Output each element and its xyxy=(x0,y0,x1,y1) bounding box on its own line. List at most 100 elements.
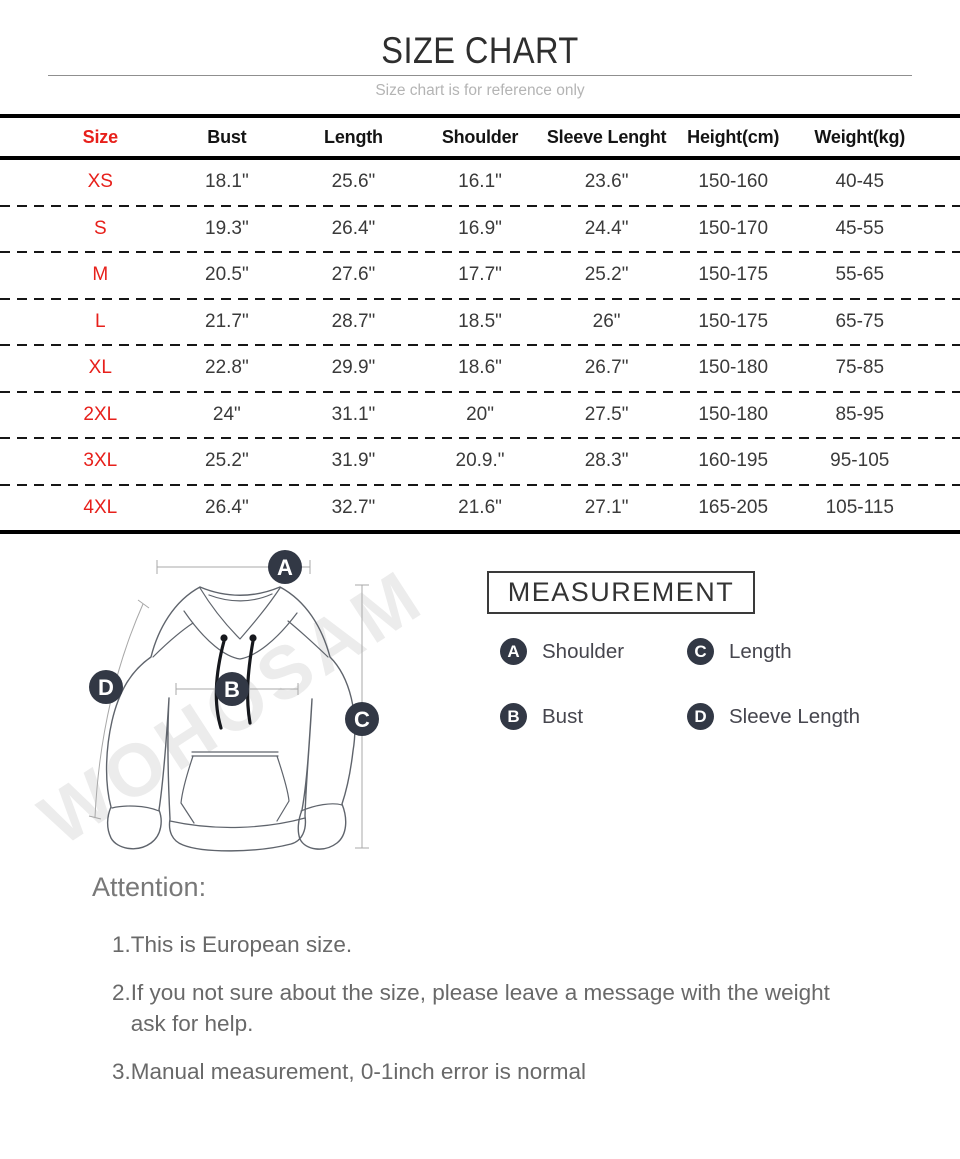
cell-sleeve: 23.6" xyxy=(584,171,629,193)
cell-size: 3XL xyxy=(83,450,118,472)
legend-label-bust: Bust xyxy=(542,704,584,728)
measurement-title-box: MEASUREMENT xyxy=(487,571,755,614)
legend-marker-b: B xyxy=(500,703,527,730)
cell-length: 32.7" xyxy=(331,496,376,518)
page-title: SIZE CHART xyxy=(381,30,579,71)
cell-size: L xyxy=(95,310,106,332)
legend-marker-d: D xyxy=(687,703,714,730)
measurement-lines xyxy=(88,560,369,849)
header-height: Height(cm) xyxy=(687,126,780,147)
table-header-row: Size Bust Length Shoulder Sleeve Lenght … xyxy=(0,118,960,156)
row-separator xyxy=(0,297,960,300)
cell-shoulder: 20" xyxy=(466,403,494,425)
row-separator xyxy=(0,390,960,393)
attention-item-number: 3. xyxy=(112,1059,131,1084)
table-row-xs: XS 18.1" 25.6" 16.1" 23.6" 150-160 40-45 xyxy=(0,160,960,205)
legend-label-shoulder: Shoulder xyxy=(542,639,625,663)
attention-item-1: 1. This is European size. xyxy=(92,929,892,960)
cell-height: 150-180 xyxy=(698,357,769,379)
cell-size: M xyxy=(92,264,109,286)
table-row-m: M 20.5" 27.6" 17.7" 25.2" 150-175 55-65 xyxy=(0,253,960,298)
cell-length: 26.4" xyxy=(331,217,376,239)
header-size: Size xyxy=(82,126,118,147)
cell-height: 160-195 xyxy=(698,450,769,472)
legend-item-length: C Length xyxy=(687,638,792,665)
cell-size: S xyxy=(93,217,107,239)
row-separator xyxy=(0,483,960,486)
cell-weight: 95-105 xyxy=(830,450,890,472)
table-header-bottom-bar xyxy=(0,156,960,160)
cell-height: 150-180 xyxy=(698,403,769,425)
cell-length: 31.1" xyxy=(331,403,376,425)
marker-d-circle xyxy=(89,670,123,704)
diagram-section: WOHOSAM xyxy=(0,535,960,868)
cell-shoulder: 18.5" xyxy=(458,310,502,332)
cell-size: 2XL xyxy=(83,403,118,425)
cell-weight: 40-45 xyxy=(835,171,885,193)
cell-sleeve: 26" xyxy=(592,310,621,332)
cell-length: 27.6" xyxy=(331,264,376,286)
table-row-2xl: 2XL 24" 31.1" 20" 27.5" 150-180 85-95 xyxy=(0,393,960,438)
cell-shoulder: 18.6" xyxy=(458,357,502,379)
cell-height: 150-170 xyxy=(698,217,769,239)
cell-height: 150-160 xyxy=(698,171,769,193)
title-block: SIZE CHART Size chart is for reference o… xyxy=(0,0,960,114)
legend-marker-c: C xyxy=(687,638,714,665)
table-row-l: L 21.7" 28.7" 18.5" 26" 150-175 65-75 xyxy=(0,300,960,345)
marker-b-letter: B xyxy=(224,677,240,702)
marker-d-letter: D xyxy=(98,675,114,700)
attention-item-number: 2. xyxy=(112,980,131,1005)
legend-label-length: Length xyxy=(729,639,792,663)
cell-size: 4XL xyxy=(83,496,118,518)
table-bottom-bar xyxy=(0,530,960,534)
cell-height: 165-205 xyxy=(698,496,769,518)
table-row-s: S 19.3" 26.4" 16.9" 24.4" 150-170 45-55 xyxy=(0,207,960,252)
cell-sleeve: 27.1" xyxy=(584,496,629,518)
attention-item-text: If you not sure about the size, please l… xyxy=(130,980,830,1036)
marker-a-circle xyxy=(268,550,302,584)
cell-weight: 45-55 xyxy=(835,217,885,239)
cell-bust: 26.4" xyxy=(205,496,249,518)
cell-sleeve: 28.3" xyxy=(584,450,629,472)
marker-c-circle xyxy=(345,702,379,736)
diagram-markers: A B C D xyxy=(89,550,379,736)
cell-length: 25.6" xyxy=(331,171,376,193)
row-separator xyxy=(0,344,960,346)
hoodie-details xyxy=(111,587,343,829)
header-sleeve: Sleeve Lenght xyxy=(546,126,667,147)
legend-item-shoulder: A Shoulder xyxy=(500,638,624,665)
cell-shoulder: 20.9." xyxy=(455,450,505,472)
cell-bust: 24" xyxy=(212,403,241,425)
cell-length: 31.9" xyxy=(331,450,376,472)
attention-heading: Attention: xyxy=(92,872,207,902)
header-shoulder: Shoulder xyxy=(441,126,519,147)
cell-bust: 22.8" xyxy=(205,357,249,379)
cell-bust: 18.1" xyxy=(205,171,249,193)
legend-marker-a: A xyxy=(500,638,527,665)
hoodie-diagram: WOHOSAM xyxy=(25,550,438,861)
header-length: Length xyxy=(324,126,383,147)
legend-item-bust: B Bust xyxy=(500,703,583,730)
cell-sleeve: 26.7" xyxy=(584,357,629,379)
cell-sleeve: 25.2" xyxy=(584,264,629,286)
row-separator xyxy=(0,204,960,207)
marker-b-circle xyxy=(215,672,249,706)
header-bust: Bust xyxy=(207,126,247,147)
header-weight: Weight(kg) xyxy=(814,126,906,147)
size-table: Size Bust Length Shoulder Sleeve Lenght … xyxy=(0,114,960,534)
cell-bust: 19.3" xyxy=(205,217,249,239)
page-subtitle: Size chart is for reference only xyxy=(375,82,585,99)
cell-length: 28.7" xyxy=(331,310,376,332)
cell-size: XL xyxy=(88,357,112,379)
table-row-xl: XL 22.8" 29.9" 18.6" 26.7" 150-180 75-85 xyxy=(0,346,960,391)
cell-bust: 25.2" xyxy=(205,450,249,472)
attention-item-text: This is European size. xyxy=(130,932,353,957)
cell-weight: 65-75 xyxy=(835,310,885,332)
measurement-title: MEASUREMENT xyxy=(507,577,735,607)
cell-shoulder: 16.1" xyxy=(458,171,502,193)
cell-bust: 21.7" xyxy=(205,310,249,332)
cell-weight: 75-85 xyxy=(835,357,885,379)
table-top-bar xyxy=(0,114,960,118)
cell-sleeve: 24.4" xyxy=(584,217,629,239)
